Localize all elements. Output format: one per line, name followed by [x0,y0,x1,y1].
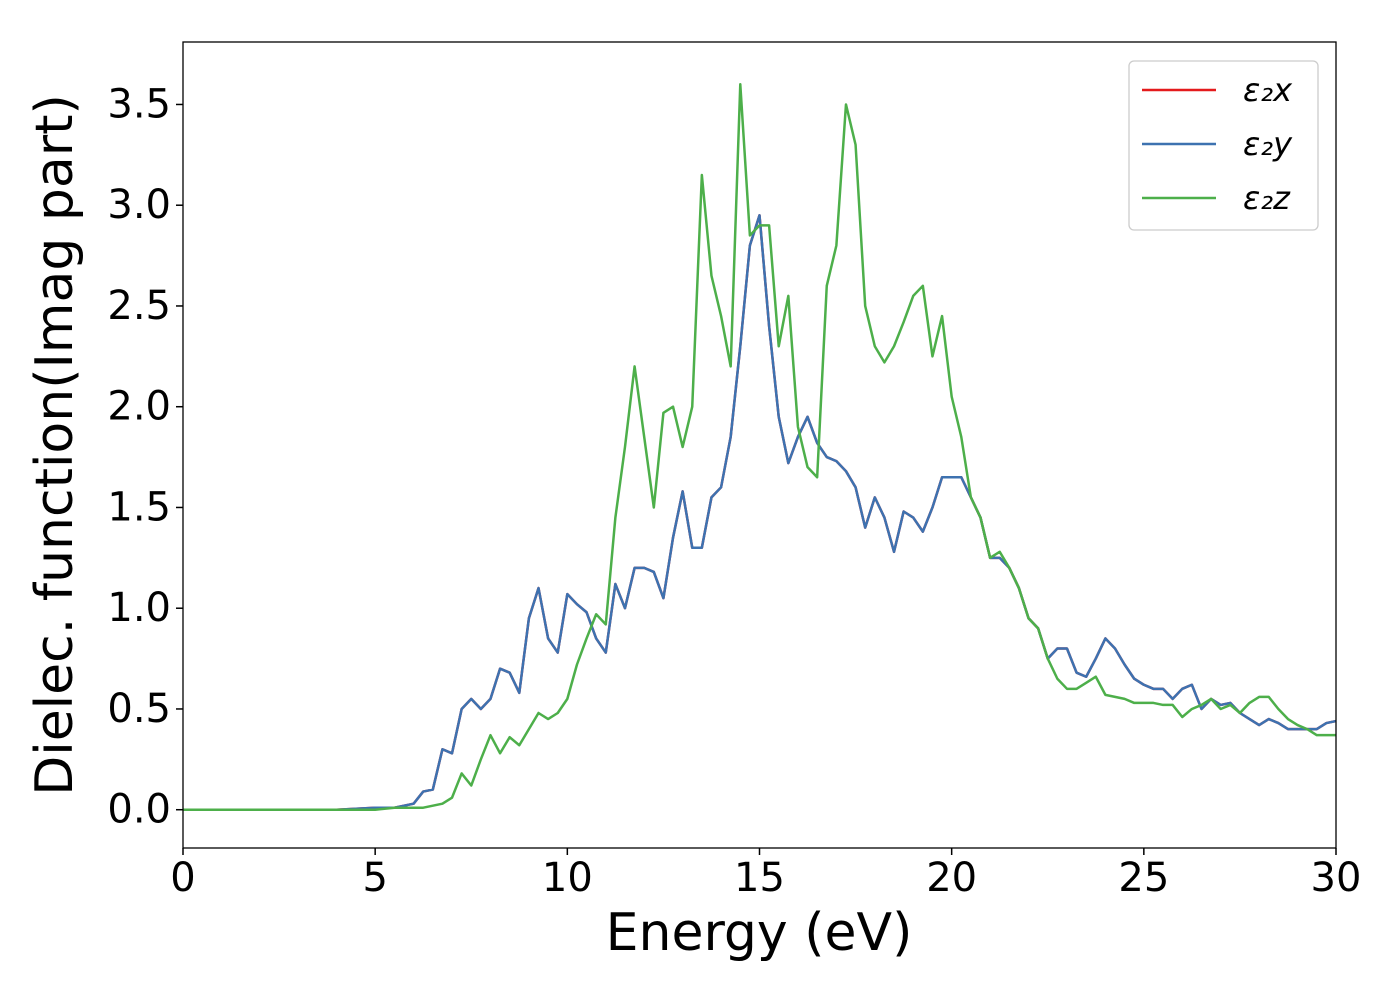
series-line [183,214,1337,811]
y-tick-label: 0.0 [107,787,171,833]
x-tick-label: 5 [362,855,387,901]
x-tick-label: 30 [1311,855,1362,901]
plot-frame [182,41,1337,849]
y-tick-label: 3.5 [107,81,171,127]
legend-label: ε₂y [1243,125,1293,163]
x-tick-label: 0 [170,855,195,901]
legend-box [1128,60,1319,231]
y-tick-label: 1.0 [107,585,171,631]
x-tick-label: 25 [1118,855,1169,901]
x-tick-label: 10 [542,855,593,901]
y-tick-label: 1.5 [107,484,171,530]
x-axis-label: Energy (eV) [606,903,913,963]
series-line [183,214,1337,811]
legend-label: ε₂x [1243,71,1293,109]
y-axis-label: Dielec. function(Imag part) [25,94,85,796]
x-tick-label: 15 [734,855,785,901]
legend-label: ε₂z [1243,179,1291,217]
y-tick-label: 0.5 [107,686,171,732]
series-line [183,83,1336,811]
y-tick-label: 2.5 [107,283,171,329]
y-tick-label: 2.0 [107,384,171,430]
y-tick-label: 3.0 [107,182,171,228]
x-tick-label: 20 [926,855,977,901]
